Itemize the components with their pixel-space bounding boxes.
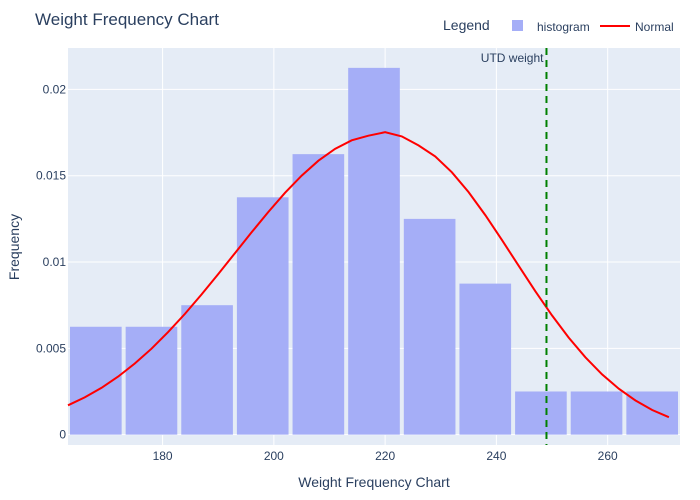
histogram-bar[interactable]	[292, 154, 345, 435]
x-tick-label: 180	[153, 449, 173, 463]
legend-item-normal[interactable]: Normal	[600, 20, 674, 34]
legend: Legend histogram Normal	[443, 17, 674, 34]
x-tick-label: 220	[375, 449, 395, 463]
legend-item-histogram[interactable]: histogram	[512, 20, 590, 34]
x-tick-label: 200	[264, 449, 284, 463]
histogram-bar[interactable]	[459, 283, 512, 435]
chart-title: Weight Frequency Chart	[35, 10, 219, 29]
y-tick-label: 0.01	[43, 255, 67, 269]
annotation-layer: UTD weight	[481, 48, 548, 445]
y-tick-label: 0.02	[43, 82, 67, 96]
histogram-bar[interactable]	[125, 326, 178, 435]
histogram-bar[interactable]	[403, 218, 456, 435]
utd-weight-label: UTD weight	[481, 51, 544, 65]
histogram-bar[interactable]	[626, 391, 678, 435]
histogram-bar[interactable]	[348, 67, 400, 435]
y-axis-title: Frequency	[6, 214, 22, 280]
legend-title: Legend	[443, 17, 490, 33]
x-tick-label: 240	[486, 449, 506, 463]
histogram-bar[interactable]	[70, 326, 122, 435]
legend-histogram-swatch	[512, 20, 523, 31]
x-axis-title: Weight Frequency Chart	[298, 474, 450, 490]
legend-normal-label: Normal	[635, 20, 674, 34]
histogram-bars	[70, 67, 678, 435]
legend-histogram-label: histogram	[537, 20, 590, 34]
y-tick-label: 0.015	[36, 169, 66, 183]
normal-curve-line	[67, 131, 670, 419]
x-tick-labels: 180 200 220 240 260	[153, 449, 618, 463]
y-tick-label: 0	[59, 428, 66, 442]
y-tick-labels: 0 0.005 0.01 0.015 0.02	[36, 82, 66, 441]
normal-curve-layer	[67, 131, 670, 419]
y-tick-label: 0.005	[36, 341, 66, 355]
histogram-bar[interactable]	[236, 197, 289, 435]
histogram-bar[interactable]	[570, 391, 623, 435]
x-tick-label: 260	[598, 449, 618, 463]
histogram-bar[interactable]	[181, 305, 233, 435]
histogram-bar[interactable]	[515, 391, 567, 435]
